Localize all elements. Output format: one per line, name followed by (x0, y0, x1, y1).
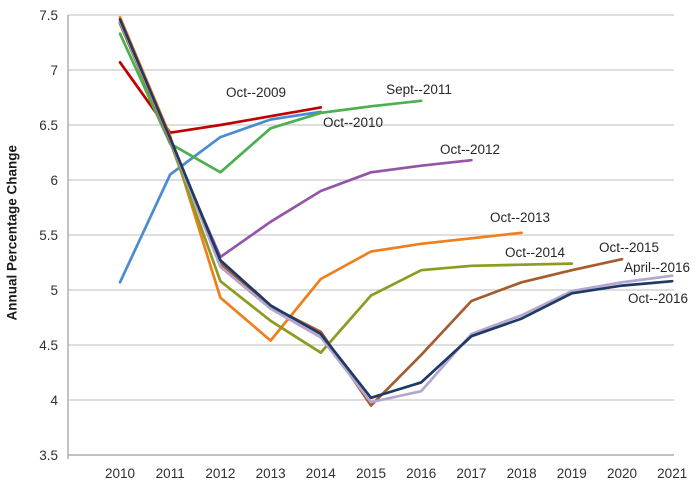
x-tick-label: 2017 (456, 466, 486, 481)
y-tick-label: 6 (50, 173, 58, 188)
y-tick-label: 5 (50, 283, 58, 298)
series-line-oct-2013 (118, 15, 523, 342)
y-tick-label: 7 (50, 63, 58, 78)
y-axis-title: Annual Percentage Change (4, 144, 20, 321)
y-tick-label: 5.5 (39, 228, 58, 243)
y-tick-label: 4 (50, 393, 58, 408)
series-label-oct-2015: Oct--2015 (599, 240, 659, 255)
series-line-oct-2016 (118, 18, 674, 400)
x-tick-label: 2021 (657, 466, 687, 481)
x-tick-label: 2014 (306, 466, 337, 481)
x-tick-label: 2016 (406, 466, 436, 481)
y-tick-label: 4.5 (39, 338, 58, 353)
y-tick-label: 3.5 (39, 448, 58, 463)
x-tick-label: 2011 (156, 466, 185, 481)
series-label-oct-2012: Oct--2012 (440, 142, 500, 157)
series-line-oct-2012 (118, 20, 473, 259)
series-line-sept-2011 (118, 32, 423, 174)
y-tick-label: 6.5 (39, 118, 58, 133)
series-line-april-2016 (118, 20, 674, 404)
series-label-sept-2011: Sept--2011 (386, 82, 452, 97)
y-tick-label: 7.5 (39, 8, 58, 23)
x-tick-label: 2010 (105, 466, 135, 481)
x-tick-label: 2018 (507, 466, 537, 481)
series-label-oct-2013: Oct--2013 (490, 210, 550, 225)
series-label-oct-2009: Oct--2009 (226, 85, 286, 100)
series-label-oct-2014: Oct--2014 (505, 245, 566, 260)
series-label-oct-2010: Oct--2010 (323, 115, 383, 130)
series-label-april-2016: April--2016 (624, 260, 690, 275)
series-line-oct-2014 (118, 22, 574, 355)
x-tick-label: 2019 (557, 466, 587, 481)
x-tick-label: 2012 (205, 466, 235, 481)
x-tick-label: 2020 (607, 466, 637, 481)
x-tick-label: 2015 (356, 466, 386, 481)
series-label-oct-2016: Oct--2016 (628, 291, 688, 306)
series-line-oct-2010 (118, 110, 323, 284)
x-tick-label: 2013 (256, 466, 286, 481)
